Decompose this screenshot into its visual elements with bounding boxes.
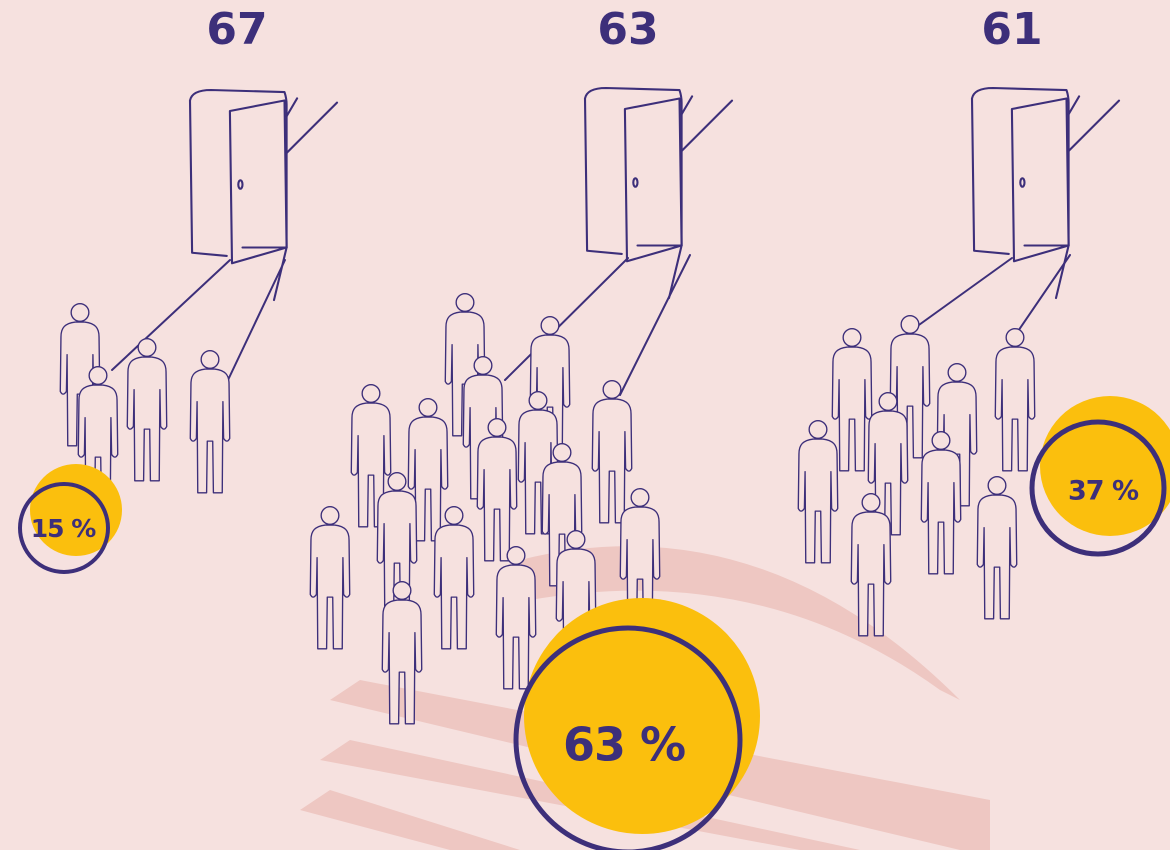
door [972,88,1119,298]
person [310,507,349,649]
person [995,329,1034,471]
share-badge: 37 % [1032,396,1170,554]
person [832,329,871,471]
person [190,351,229,493]
person [592,381,631,523]
door [585,88,732,298]
person [477,419,516,561]
person [496,547,535,689]
retirement-age: 63 [597,4,658,55]
person [798,421,837,563]
door [190,90,337,300]
path-line [905,258,1012,335]
path-line [228,260,285,380]
share-label: 15 % [31,514,96,543]
share-label: 37 % [1068,476,1139,507]
share-badge: 15 % [20,464,122,572]
person [851,494,890,636]
person [434,507,473,649]
retirement-age: 67 [206,4,267,55]
share-label: 63 % [563,718,685,772]
share-badge: 63 % [516,598,760,850]
person [921,432,960,574]
path-line [620,255,690,395]
person [127,339,166,481]
person [977,477,1016,619]
path-line [1012,255,1070,340]
retirement-age: 61 [981,4,1042,55]
infographic: 67 63 61 15 % 63 % 37 % [0,0,1170,850]
